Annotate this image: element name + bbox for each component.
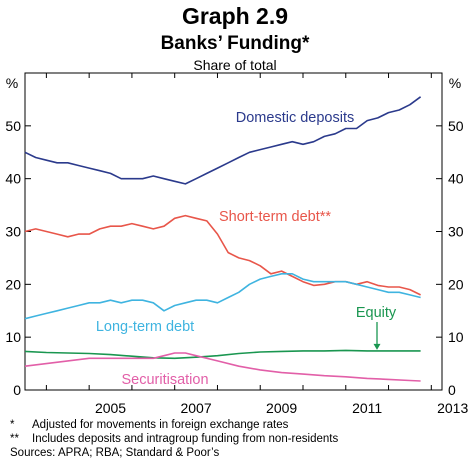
- series-label-domestic-deposits: Domestic deposits: [236, 110, 354, 126]
- series-line-long-term-debt: [24, 273, 421, 320]
- sources-row: Sources: APRA; RBA; Standard & Poor’s: [10, 446, 338, 460]
- footnote-text: Includes deposits and intragroup funding…: [32, 433, 339, 445]
- y-tick-label-right: 20: [448, 276, 464, 292]
- series-label-securitisation: Securitisation: [121, 372, 208, 388]
- graph-label: Graph 2.9: [181, 3, 289, 29]
- y-tick-label-right: 30: [448, 224, 464, 240]
- x-tick-label: 2005: [95, 400, 126, 416]
- y-axis-unit-left: %: [6, 75, 18, 91]
- equity-arrow-head: [373, 343, 381, 350]
- y-tick-label-left: 30: [5, 224, 21, 240]
- series-line-short-term-debt: [24, 214, 421, 296]
- series-line-equity: [24, 349, 421, 360]
- x-tick-label: 2009: [266, 400, 297, 416]
- footnote-row: * Adjusted for movements in foreign exch…: [10, 418, 338, 432]
- series-label-long-term-debt: Long-term debt: [96, 319, 194, 335]
- y-tick-label-right: 0: [448, 382, 456, 398]
- footnote-row: ** Includes deposits and intragroup fund…: [10, 432, 338, 446]
- y-tick-label-left: 50: [5, 118, 21, 134]
- footnote-text: Adjusted for movements in foreign exchan…: [32, 419, 289, 431]
- series-line-domestic-deposits: [24, 96, 422, 185]
- series-line-securitisation: [24, 352, 421, 382]
- y-tick-label-right: 10: [448, 329, 464, 345]
- series-label-equity: Equity: [356, 305, 397, 321]
- y-tick-label-left: 40: [5, 171, 21, 187]
- footnote-mark: *: [10, 419, 15, 431]
- sources-text: Sources: APRA; RBA; Standard & Poor’s: [10, 447, 220, 459]
- y-tick-label-right: 50: [448, 118, 464, 134]
- chart-title: Banks’ Funding*: [160, 33, 310, 54]
- x-tick-label: 2013: [437, 400, 468, 416]
- y-tick-label-left: 0: [13, 382, 21, 398]
- x-tick-label: 2007: [180, 400, 211, 416]
- y-tick-label-left: 10: [5, 329, 21, 345]
- y-tick-label-right: 40: [448, 171, 464, 187]
- y-axis-unit-right: %: [449, 75, 461, 91]
- footnote-mark: **: [10, 433, 19, 445]
- chart-subtitle: Share of total: [193, 57, 277, 73]
- plot-frame: [24, 72, 443, 391]
- series-label-short-term-debt: Short-term debt**: [219, 209, 331, 225]
- footnotes: * Adjusted for movements in foreign exch…: [10, 418, 338, 460]
- y-tick-label-left: 20: [5, 276, 21, 292]
- x-tick-label: 2011: [352, 400, 382, 416]
